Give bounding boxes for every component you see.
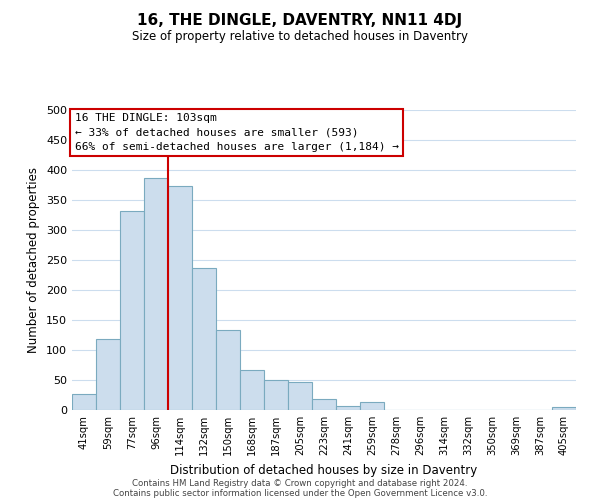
Text: Contains HM Land Registry data © Crown copyright and database right 2024.: Contains HM Land Registry data © Crown c… xyxy=(132,478,468,488)
Bar xyxy=(96,339,120,410)
Bar xyxy=(72,394,96,410)
Bar xyxy=(240,370,264,410)
Bar xyxy=(216,330,240,410)
Bar xyxy=(336,406,360,410)
Bar xyxy=(288,382,312,410)
Bar xyxy=(552,407,576,410)
Bar xyxy=(312,399,336,410)
Bar xyxy=(120,212,144,410)
Bar xyxy=(360,402,384,410)
Text: Contains public sector information licensed under the Open Government Licence v3: Contains public sector information licen… xyxy=(113,488,487,498)
X-axis label: Distribution of detached houses by size in Daventry: Distribution of detached houses by size … xyxy=(170,464,478,476)
Y-axis label: Number of detached properties: Number of detached properties xyxy=(28,167,40,353)
Text: 16, THE DINGLE, DAVENTRY, NN11 4DJ: 16, THE DINGLE, DAVENTRY, NN11 4DJ xyxy=(137,12,463,28)
Text: 16 THE DINGLE: 103sqm
← 33% of detached houses are smaller (593)
66% of semi-det: 16 THE DINGLE: 103sqm ← 33% of detached … xyxy=(74,113,398,152)
Bar xyxy=(144,178,168,410)
Text: Size of property relative to detached houses in Daventry: Size of property relative to detached ho… xyxy=(132,30,468,43)
Bar xyxy=(168,186,192,410)
Bar xyxy=(264,380,288,410)
Bar xyxy=(192,268,216,410)
